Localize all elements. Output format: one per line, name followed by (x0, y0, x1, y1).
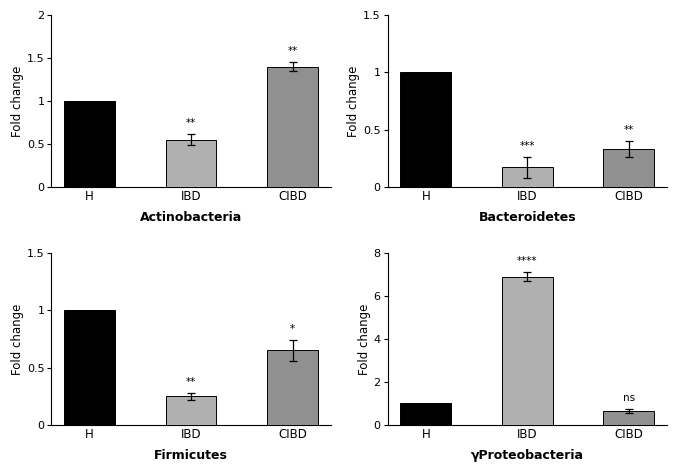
Text: ns: ns (623, 393, 635, 403)
Bar (401, 72, 451, 187)
Bar (401, 403, 451, 425)
Bar (64, 101, 115, 187)
Bar (502, 167, 553, 187)
Bar (603, 411, 654, 425)
X-axis label: Actinobacteria: Actinobacteria (140, 211, 242, 224)
Text: **: ** (287, 46, 298, 56)
Bar (502, 277, 553, 425)
Text: ****: **** (517, 256, 538, 266)
Text: ***: *** (519, 141, 535, 151)
Bar (267, 350, 318, 425)
Y-axis label: Fold change: Fold change (11, 65, 24, 137)
Y-axis label: Fold change: Fold change (11, 303, 24, 375)
X-axis label: Bacteroidetes: Bacteroidetes (479, 211, 576, 224)
X-axis label: Firmicutes: Firmicutes (154, 449, 228, 462)
Bar (267, 67, 318, 187)
Text: **: ** (186, 118, 196, 129)
X-axis label: γProteobacteria: γProteobacteria (471, 449, 584, 462)
Bar (64, 310, 115, 425)
Text: **: ** (624, 125, 634, 135)
Bar (165, 140, 216, 187)
Y-axis label: Fold change: Fold change (347, 65, 360, 137)
Text: **: ** (186, 377, 196, 387)
Y-axis label: Fold change: Fold change (358, 303, 371, 375)
Text: *: * (290, 324, 295, 334)
Bar (603, 149, 654, 187)
Bar (165, 396, 216, 425)
